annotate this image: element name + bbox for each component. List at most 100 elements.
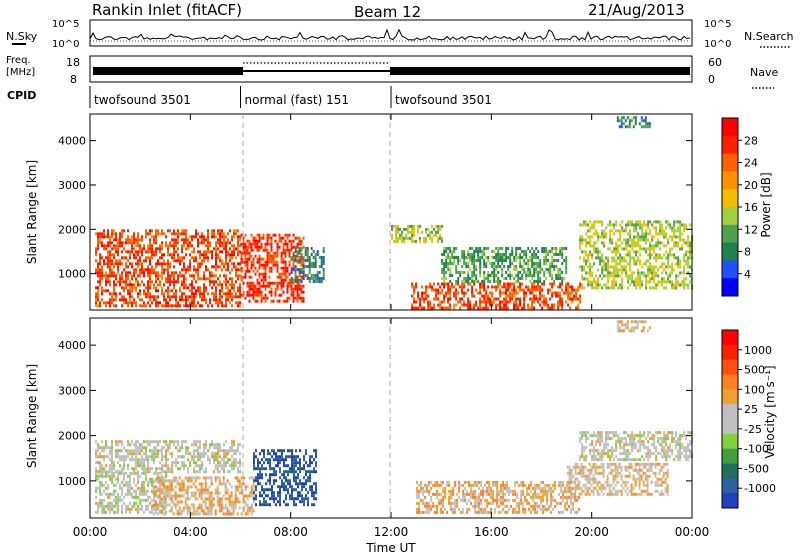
power-cell <box>543 303 546 307</box>
velocity-cell <box>101 471 103 475</box>
power-cell <box>239 304 241 308</box>
power-cell <box>687 250 690 254</box>
power-cell <box>555 265 558 268</box>
power-cell <box>617 274 620 278</box>
power-cell <box>197 268 199 272</box>
velocity-cell <box>482 495 485 499</box>
power-cell <box>499 291 502 295</box>
power-cell <box>115 235 117 239</box>
power-cell <box>240 275 243 279</box>
power-cell <box>645 283 648 287</box>
power-cell <box>203 283 205 287</box>
velocity-cell <box>202 476 205 480</box>
velocity-cell <box>192 503 195 507</box>
power-cell <box>557 306 560 310</box>
power-cell <box>539 259 542 262</box>
power-cell <box>525 262 528 265</box>
velocity-cell <box>200 485 203 489</box>
power-cell <box>411 285 414 289</box>
cpid-panel: CPID twofsound 3501 normal (fast) 151 twof… <box>7 86 492 108</box>
power-cell <box>597 256 600 260</box>
power-cell <box>455 268 458 271</box>
power-cell <box>135 268 137 272</box>
velocity-cell <box>208 476 211 480</box>
velocity-cell <box>478 501 481 505</box>
power-cell <box>111 235 113 239</box>
power-cell <box>197 271 199 275</box>
velocity-cell <box>203 452 205 456</box>
power-cell <box>97 232 99 236</box>
power-cell <box>173 241 175 245</box>
power-cell <box>282 248 285 252</box>
power-cell <box>101 265 103 269</box>
power-cell <box>207 238 209 242</box>
power-cell <box>461 265 464 268</box>
power-cell <box>163 292 165 296</box>
power-cell <box>292 263 295 267</box>
power-cell <box>533 294 536 298</box>
power-cell <box>312 274 315 277</box>
power-cell <box>322 268 325 271</box>
velocity-cell <box>250 509 253 513</box>
velocity-cell <box>95 474 97 478</box>
power-cell <box>635 226 638 230</box>
velocity-cell <box>105 480 107 484</box>
power-cell <box>627 274 630 278</box>
power-cell <box>503 277 506 280</box>
power-cell <box>242 239 245 243</box>
power-cell <box>603 268 606 272</box>
power-cell <box>274 290 277 294</box>
velocity-cell <box>291 449 293 453</box>
velocity-cell <box>460 510 463 514</box>
power-cell <box>274 263 277 267</box>
power-cell <box>101 289 103 293</box>
velocity-cell <box>271 488 273 492</box>
power-cell <box>497 303 500 307</box>
power-cell <box>183 298 185 302</box>
velocity-cell <box>220 503 223 507</box>
power-cell <box>231 283 233 287</box>
power-cell <box>306 250 309 253</box>
power-cell <box>103 229 105 233</box>
power-cell <box>288 251 291 255</box>
power-cell <box>115 259 117 263</box>
power-cell <box>254 239 257 243</box>
power-cell <box>239 244 241 248</box>
power-cell <box>637 277 640 281</box>
power-cell <box>469 277 472 280</box>
power-cell <box>543 271 546 274</box>
velocity-cell <box>196 488 199 492</box>
power-cell <box>673 232 676 236</box>
velocity-cell <box>107 483 109 487</box>
velocity-cell <box>240 488 243 492</box>
power-cell <box>635 262 638 266</box>
power-cell <box>141 262 143 266</box>
power-cell <box>647 271 650 275</box>
velocity-cell <box>175 458 177 462</box>
power-cell <box>221 283 223 287</box>
power-cell <box>481 253 484 256</box>
power-cell <box>123 280 125 284</box>
power-cell <box>499 280 502 283</box>
power-cell <box>601 286 604 290</box>
power-cell <box>527 288 530 292</box>
power-colorbar-band <box>722 135 738 155</box>
power-cell <box>431 306 434 310</box>
velocity-cell <box>480 480 483 484</box>
power-cell <box>171 280 173 284</box>
power-cell <box>419 224 421 228</box>
power-cell <box>641 229 644 233</box>
power-cell <box>421 306 424 310</box>
power-cell <box>173 304 175 308</box>
velocity-cell <box>123 464 125 468</box>
power-cell <box>601 277 604 281</box>
velocity-cell <box>166 485 169 489</box>
power-cell <box>248 245 251 249</box>
power-cell <box>525 274 528 277</box>
velocity-cell <box>137 477 139 481</box>
velocity-cell <box>213 455 215 459</box>
velocity-cell <box>141 486 143 490</box>
power-cell <box>539 303 542 307</box>
velocity-cell <box>448 498 451 502</box>
power-cell <box>537 262 540 265</box>
